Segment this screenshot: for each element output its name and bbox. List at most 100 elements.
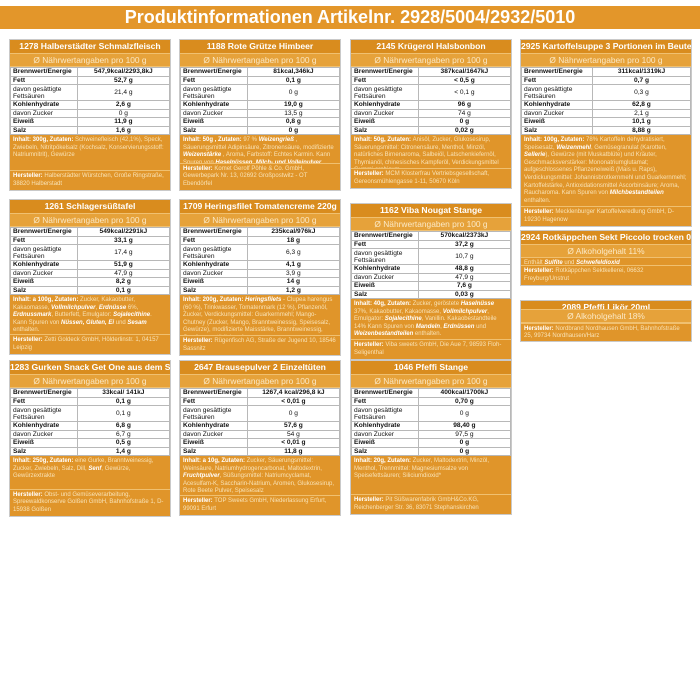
nutrient-label: Eiweiß	[180, 438, 248, 448]
ingredients-segment: , Emulgator:	[354, 308, 489, 323]
nutrition-row: Kohlenhydrate 98,40 g	[351, 421, 512, 431]
manufacturer-label: Hersteller:	[13, 173, 43, 180]
product-title: 1709 Heringsfilet Tomatencreme 220g	[180, 200, 340, 214]
nutrition-row: Eiweiß 14 g	[180, 277, 341, 287]
nutrient-value: 0,03 g	[417, 289, 512, 299]
nutrition-row: Fett 37,2 g	[351, 239, 512, 249]
nutrient-value: 0 g	[417, 446, 512, 456]
ingredients-segment: Senf	[88, 465, 102, 472]
ingredients-segment: Inhalt: a 10g, Zutaten:	[183, 458, 247, 464]
ingredients-segment: . Kann Spuren von	[13, 312, 152, 326]
ingredients-segment: , Säuerungsmittel Adipinsäure, Zitronens…	[183, 137, 334, 151]
nutrient-label: davon gesättigte Fettsäuren	[10, 244, 78, 261]
manufacturer-text: Rotkäppchen Sektkellerei, 06632 Freyburg…	[524, 268, 644, 282]
manufacturer-label: Hersteller:	[13, 491, 43, 498]
nutrient-value: 0 g	[76, 108, 171, 118]
nutrient-label: Kohlenhydrate	[351, 100, 419, 110]
manufacturer-text: Mecklenburger Kartoffelveredlung GmbH, D…	[524, 209, 674, 223]
ingredients-text: Inhalt: 200g, Zutaten: Heringsfilets - C…	[180, 295, 340, 335]
nutrient-label: davon gesättigte Fettsäuren	[10, 84, 78, 101]
nutrient-value: 3,9 g	[246, 268, 341, 278]
manufacturer-info: Hersteller: Halberstädter Würstchen, Gro…	[10, 170, 170, 190]
ingredients-text: Inhalt: a 10g, Zutaten: Zucker, Säuerung…	[180, 456, 340, 495]
nutrient-value: 57,6 g	[246, 421, 341, 431]
product-card: 1283 Gurken Snack Get One aus dem SpreeØ…	[9, 360, 171, 517]
nutrition-subtitle: Ø Nährwertangaben pro 100 g	[10, 54, 170, 67]
nutrition-table: Brennwert/Energie 235kcal/976kJ Fett 18 g da…	[180, 227, 341, 295]
nutrition-subtitle: Ø Alkoholgehalt 11%	[521, 245, 691, 258]
nutrient-label: Brennwert/Energie	[180, 67, 248, 77]
nutrient-label: davon Zucker	[180, 108, 248, 118]
nutrient-value: 74 g	[417, 108, 512, 118]
nutrition-row: davon Zucker 74 g	[351, 108, 512, 118]
nutrition-row: Fett 0,1 g	[10, 396, 171, 406]
nutrient-value: 6,8 g	[76, 421, 171, 431]
nutrient-label: Salz	[180, 446, 248, 456]
product-title: 2924 Rotkäppchen Sekt Piccolo trocken 0,…	[521, 231, 691, 245]
nutrition-row: davon Zucker 47,9 g	[10, 268, 171, 278]
nutrition-row: davon Zucker 54 g	[180, 429, 341, 439]
manufacturer-info: Hersteller: MCM Klosterfrau Vertriebsges…	[351, 168, 511, 188]
nutrient-label: Brennwert/Energie	[180, 227, 248, 237]
nutrient-label: Fett	[10, 75, 78, 85]
nutrition-row: Eiweiß 10,1 g	[521, 117, 692, 127]
nutrient-label: Kohlenhydrate	[10, 100, 78, 110]
nutrient-value: 7,6 g	[417, 281, 512, 291]
nutrient-value: 48,8 g	[417, 264, 512, 274]
ingredients-segment: Nüssen, Gluten, Ei	[61, 319, 115, 326]
nutrition-row: Fett 52,7 g	[10, 75, 171, 85]
product-title: 2145 Krügerol Halsbonbon	[351, 40, 511, 54]
nutrient-value: 10,7 g	[417, 248, 512, 265]
nutrient-value: < 0,5 g	[417, 75, 512, 85]
ingredients-text: Inhalt: 50g , Zutaten: 97 % Weizengrieß …	[180, 135, 340, 163]
nutrient-label: Fett	[180, 396, 248, 406]
nutrient-label: Brennwert/Energie	[180, 388, 248, 398]
nutrient-label: Kohlenhydrate	[521, 100, 593, 110]
nutrient-value: < 0,01 g	[246, 438, 341, 448]
nutrient-label: Fett	[180, 75, 248, 85]
nutrient-value: 17,4 g	[76, 244, 171, 261]
nutrient-label: Fett	[351, 75, 419, 85]
nutrient-label: Fett	[180, 235, 248, 245]
nutrient-label: Kohlenhydrate	[180, 260, 248, 270]
nutrient-value: 33,1 g	[76, 235, 171, 245]
nutrient-value: 52,7 g	[76, 75, 171, 85]
nutrient-label: davon Zucker	[351, 429, 419, 439]
ingredients-segment: Erdnüssen	[443, 323, 475, 330]
nutrient-value: 21,4 g	[76, 84, 171, 101]
nutrient-value: 6,3 g	[246, 244, 341, 261]
nutrient-value: 1,4 g	[76, 446, 171, 456]
ingredients-segment: , Vanillin. Kakaobestandteile 14% Kann S…	[354, 316, 497, 330]
nutrient-value: 0 g	[246, 125, 341, 135]
nutrient-value: 311kcal/1319kJ	[591, 67, 692, 77]
nutrient-label: Fett	[10, 235, 78, 245]
nutrient-label: Brennwert/Energie	[10, 388, 78, 398]
nutrient-label: Fett	[10, 396, 78, 406]
nutrient-value: 97,5 g	[417, 429, 512, 439]
nutrition-row: Kohlenhydrate 51,9 g	[10, 260, 171, 270]
manufacturer-info: Hersteller: Rotkäppchen Sektkellerei, 06…	[521, 265, 691, 285]
nutrition-subtitle: Ø Nährwertangaben pro 100 g	[351, 375, 511, 388]
product-title: 1283 Gurken Snack Get One aus dem Spree	[10, 361, 170, 375]
ingredients-segment: Fruchtpulver	[183, 473, 220, 480]
nutrition-row: Kohlenhydrate 96 g	[351, 100, 512, 110]
nutrition-row: Eiweiß 0,5 g	[10, 438, 171, 448]
ingredients-segment: Inhalt: 100g, Zutaten:	[524, 137, 587, 143]
nutrition-subtitle: Ø Nährwertangaben pro 100 g	[521, 54, 691, 67]
ingredients-segment: enthalten.	[524, 197, 551, 204]
nutrient-label: Salz	[351, 289, 419, 299]
page-title: Produktinformationen Artikelnr. 2928/500…	[0, 6, 700, 29]
manufacturer-text: Viba sweets GmbH, Die Aue 7, 98593 Floh-…	[354, 342, 502, 356]
nutrition-row: Fett 0,7 g	[521, 75, 692, 85]
nutrition-row: Salz 0 g	[180, 125, 341, 135]
ingredients-segment: Inhalt: 50g , Zutaten:	[183, 137, 244, 143]
ingredients-segment: Inhalt: a 100g, Zutaten:	[13, 297, 81, 303]
product-card: 2925 Kartoffelsuppe 3 Portionen im Beute…	[520, 39, 692, 227]
nutrition-row: davon Zucker 6,7 g	[10, 429, 171, 439]
ingredients-text: Inhalt: a 100g, Zutaten: Zucker, Kakaobu…	[10, 295, 170, 334]
nutrient-label: Salz	[521, 125, 593, 135]
nutrient-value: 14 g	[246, 277, 341, 287]
nutrient-value: 547,9kcal/2293,8kJ	[76, 67, 171, 77]
nutrition-row: davon Zucker 2,1 g	[521, 108, 692, 118]
ingredients-segment: Zucker, Maltodextrin, Minzöl, Menthol, T…	[354, 458, 490, 480]
